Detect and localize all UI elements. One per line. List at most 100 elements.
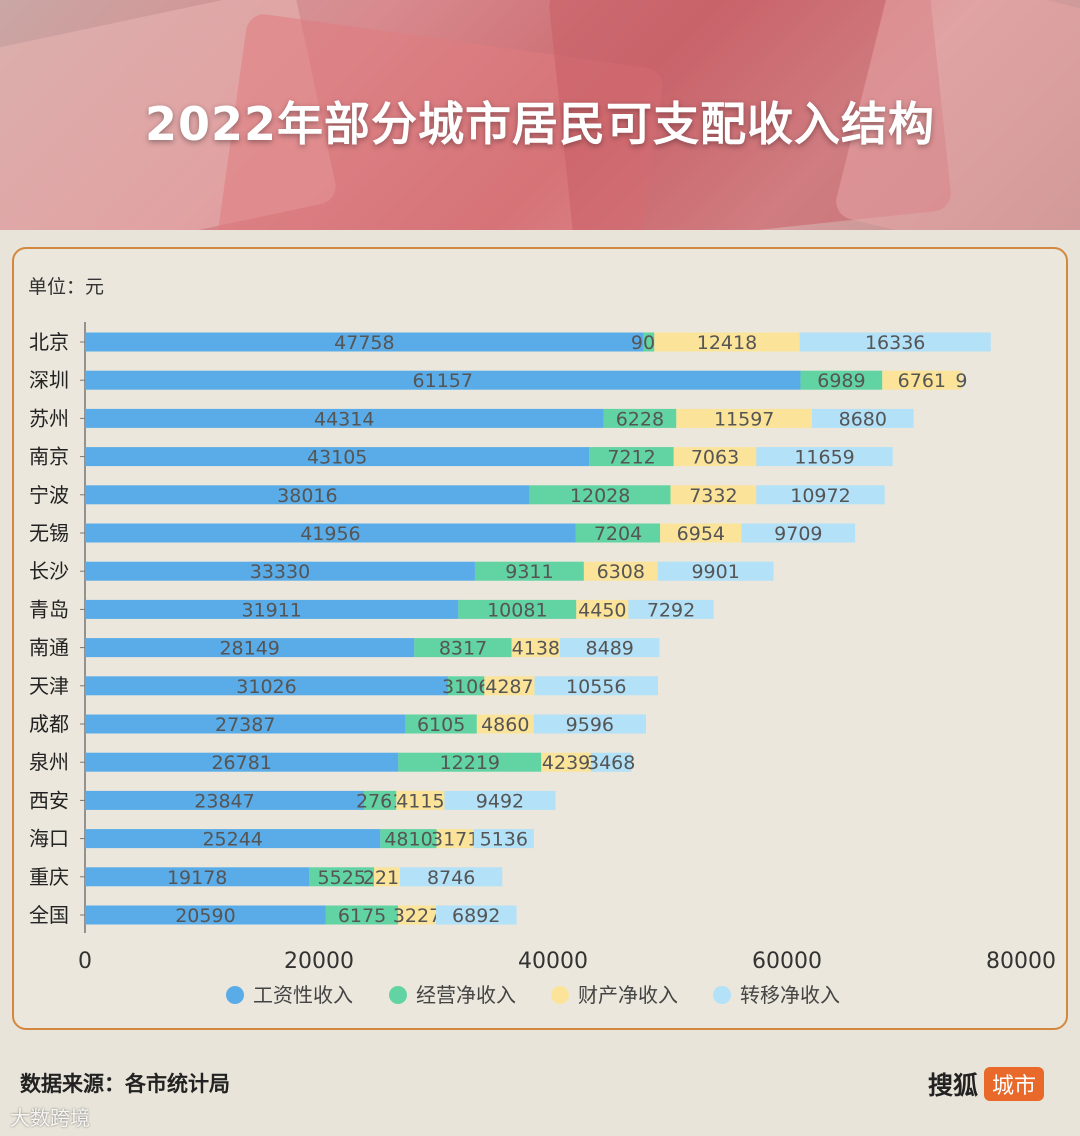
data-label: 4115 xyxy=(396,790,444,812)
bar-segment xyxy=(603,408,677,428)
bar-segment xyxy=(85,370,801,390)
legend-marker xyxy=(713,986,731,1004)
data-label: 9901 xyxy=(691,561,739,583)
bar-segment xyxy=(670,485,757,505)
data-label: 4138 xyxy=(512,638,560,660)
data-label: 19178 xyxy=(167,867,227,889)
bar-segment xyxy=(800,370,883,390)
bar-segment xyxy=(85,790,365,810)
data-label: 4450 xyxy=(578,599,626,621)
bar-segment xyxy=(85,485,530,505)
bar-segment xyxy=(511,638,561,658)
data-label: 7212 xyxy=(607,447,655,469)
bar-segment xyxy=(812,408,914,428)
bar-segment xyxy=(398,752,542,772)
data-label: 20590 xyxy=(175,905,235,927)
bar-segment xyxy=(583,561,658,581)
category-label: 宁波 xyxy=(29,483,69,507)
data-label: 6761 xyxy=(898,370,946,392)
bar-segment xyxy=(444,790,556,810)
bar-segment xyxy=(85,447,590,467)
bar-segment xyxy=(85,676,449,696)
data-label: 9596 xyxy=(566,714,614,736)
data-label: 5136 xyxy=(480,829,528,851)
bar-segment xyxy=(85,638,415,658)
bar-segment xyxy=(628,599,714,619)
data-label: 25244 xyxy=(202,829,262,851)
category-label: 天津 xyxy=(29,674,69,698)
x-tick-label: 80000 xyxy=(986,949,1056,974)
bar-segment xyxy=(676,408,813,428)
data-label: 9 xyxy=(955,370,967,392)
data-label: 12219 xyxy=(440,752,500,774)
bar-segment xyxy=(474,561,584,581)
category-label: 北京 xyxy=(29,330,69,354)
data-label: 6308 xyxy=(597,561,645,583)
data-label: 31026 xyxy=(236,676,296,698)
bar-segment xyxy=(85,408,604,428)
data-label: 23847 xyxy=(194,790,254,812)
data-label: 4287 xyxy=(485,676,533,698)
bar-segment xyxy=(85,523,576,543)
bar-segment xyxy=(673,447,757,467)
legend-label: 工资性收入 xyxy=(253,983,353,1007)
bar-segment xyxy=(575,523,661,543)
bar-segment xyxy=(374,867,400,887)
data-label: 44314 xyxy=(314,408,374,430)
legend-marker xyxy=(226,986,244,1004)
data-label: 6892 xyxy=(452,905,500,927)
data-label: 9709 xyxy=(774,523,822,545)
category-label: 南京 xyxy=(29,445,69,469)
data-label: 26781 xyxy=(211,752,271,774)
data-label: 8489 xyxy=(586,638,634,660)
data-label: 28149 xyxy=(219,638,279,660)
banner-image: 2022年部分城市居民可支配收入结构 xyxy=(0,0,1080,230)
bar-segment xyxy=(85,714,406,734)
data-label: 6175 xyxy=(338,905,386,927)
category-label: 成都 xyxy=(29,712,69,736)
data-label: 7332 xyxy=(689,485,737,507)
category-label: 青岛 xyxy=(29,597,69,621)
bar-segment xyxy=(414,638,512,658)
data-label: 11659 xyxy=(794,447,854,469)
bar-segment xyxy=(534,676,659,696)
data-label: 8680 xyxy=(839,408,887,430)
bar-segment xyxy=(484,676,535,696)
bar-segment xyxy=(448,676,485,696)
x-tick-label: 60000 xyxy=(752,949,822,974)
bar-segment xyxy=(85,752,399,772)
bar-segment xyxy=(560,638,660,658)
category-label: 泉州 xyxy=(29,750,69,774)
bar-segment xyxy=(405,714,477,734)
data-label: 3106 xyxy=(442,676,490,698)
data-label: 7063 xyxy=(691,447,739,469)
legend-marker xyxy=(389,986,407,1004)
data-label: 31911 xyxy=(241,599,301,621)
x-tick-label: 40000 xyxy=(518,949,588,974)
bar-segment xyxy=(399,867,503,887)
bar-segment xyxy=(458,599,577,619)
bar-segment xyxy=(85,867,310,887)
category-label: 无锡 xyxy=(29,521,69,545)
bar-segment xyxy=(882,370,962,390)
data-label: 8317 xyxy=(439,638,487,660)
bar-segment xyxy=(85,905,326,925)
unit-label: 单位：元 xyxy=(28,276,105,298)
data-label: 7292 xyxy=(647,599,695,621)
data-label: 4239 xyxy=(542,752,590,774)
data-label: 12418 xyxy=(697,332,757,354)
category-label: 苏州 xyxy=(29,406,69,430)
data-label: 4860 xyxy=(481,714,529,736)
legend-marker xyxy=(551,986,569,1004)
data-label: 9311 xyxy=(505,561,553,583)
category-label: 重庆 xyxy=(29,865,69,889)
data-label: 61157 xyxy=(413,370,473,392)
bar-segment xyxy=(657,561,774,581)
data-label: 2217 xyxy=(363,867,411,889)
data-label: 38016 xyxy=(277,485,337,507)
bar-segment xyxy=(398,905,436,925)
bar-segment xyxy=(541,752,591,772)
bar-segment xyxy=(643,332,655,352)
data-label: 4810 xyxy=(384,829,432,851)
